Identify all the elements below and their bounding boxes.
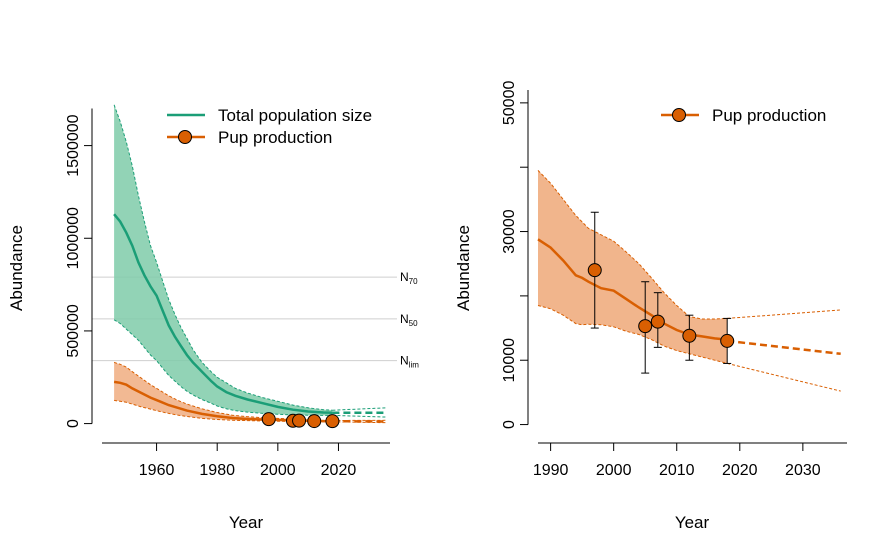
legend: Pup production (661, 106, 826, 125)
data-point (638, 319, 653, 334)
x-axis-label: Year (675, 513, 710, 532)
reference-line-label: N70 (400, 270, 418, 286)
data-point (650, 314, 665, 329)
x-tick-label: 2010 (659, 462, 695, 479)
y-tick-label: 10000 (501, 338, 518, 383)
x-tick-label: 1990 (533, 462, 569, 479)
legend-marker-pup-production (178, 130, 192, 144)
band-total-population (114, 104, 333, 416)
x-tick-label: 1960 (139, 462, 175, 479)
reference-line-label: N50 (400, 312, 418, 328)
y-tick-label: 1000000 (65, 207, 82, 269)
line-total-population (113, 213, 333, 415)
data-point (325, 414, 340, 429)
x-tick-label: 2000 (596, 462, 632, 479)
projection-lower-pup-production (332, 421, 388, 424)
reference-line-label: Nlim (400, 354, 419, 370)
left-panel: N70 N50 Nlim 0 500000 1000000 1500000 1960 1980… (7, 104, 419, 532)
axes: 0 10000 30000 50000 1990 2000 2010 2020 2030 (501, 81, 847, 479)
legend-label-pup-production: Pup production (712, 106, 826, 125)
band-pup-production (538, 170, 728, 364)
projection-pup-production (727, 339, 841, 356)
axes: 0 500000 1000000 1500000 1960 1980 2000 2020 (65, 108, 390, 479)
data-point (587, 263, 602, 278)
y-tick-label: 50000 (501, 81, 518, 126)
data-point (307, 414, 322, 429)
y-axis-label: Abundance (7, 225, 26, 311)
y-tick-label: 1500000 (65, 114, 82, 176)
band-lower-total-population (113, 319, 333, 416)
projection-upper-total-population (332, 407, 388, 411)
projection-lower-total-population (332, 414, 388, 418)
data-points (261, 412, 340, 429)
data-point (682, 328, 697, 343)
data-point (720, 333, 735, 348)
y-tick-label: 0 (501, 420, 518, 429)
band-upper-total-population (113, 104, 333, 411)
x-axis-label: Year (229, 513, 264, 532)
x-tick-label: 2020 (722, 462, 758, 479)
projection-upper-pup-production (727, 309, 841, 319)
y-tick-label: 30000 (501, 209, 518, 254)
data-point (261, 412, 276, 427)
confidence-bands (538, 170, 728, 364)
band-upper-pup-production (113, 361, 333, 421)
band-lower-pup-production (114, 399, 333, 423)
x-tick-label: 2020 (321, 462, 357, 479)
y-axis-label: Abundance (454, 225, 473, 311)
legend-label-total-population: Total population size (218, 106, 372, 125)
data-point (292, 413, 307, 428)
x-tick-label: 2000 (260, 462, 296, 479)
legend-marker-pup-production (672, 108, 686, 122)
right-panel: 0 10000 30000 50000 1990 2000 2010 2020 2030 Yea… (454, 81, 847, 532)
data-points (587, 263, 735, 348)
band-lower-pup-production (537, 305, 728, 364)
x-tick-label: 2030 (785, 462, 821, 479)
band-upper-pup-production (537, 170, 728, 320)
y-tick-label: 0 (65, 419, 82, 428)
legend: Total population size Pup production (167, 106, 372, 147)
x-tick-label: 1980 (199, 462, 235, 479)
band-pup-production (114, 362, 333, 422)
y-tick-label: 500000 (65, 304, 82, 357)
legend-label-pup-production: Pup production (218, 128, 332, 147)
projection-lower-pup-production (727, 362, 841, 392)
confidence-bands (114, 104, 333, 422)
